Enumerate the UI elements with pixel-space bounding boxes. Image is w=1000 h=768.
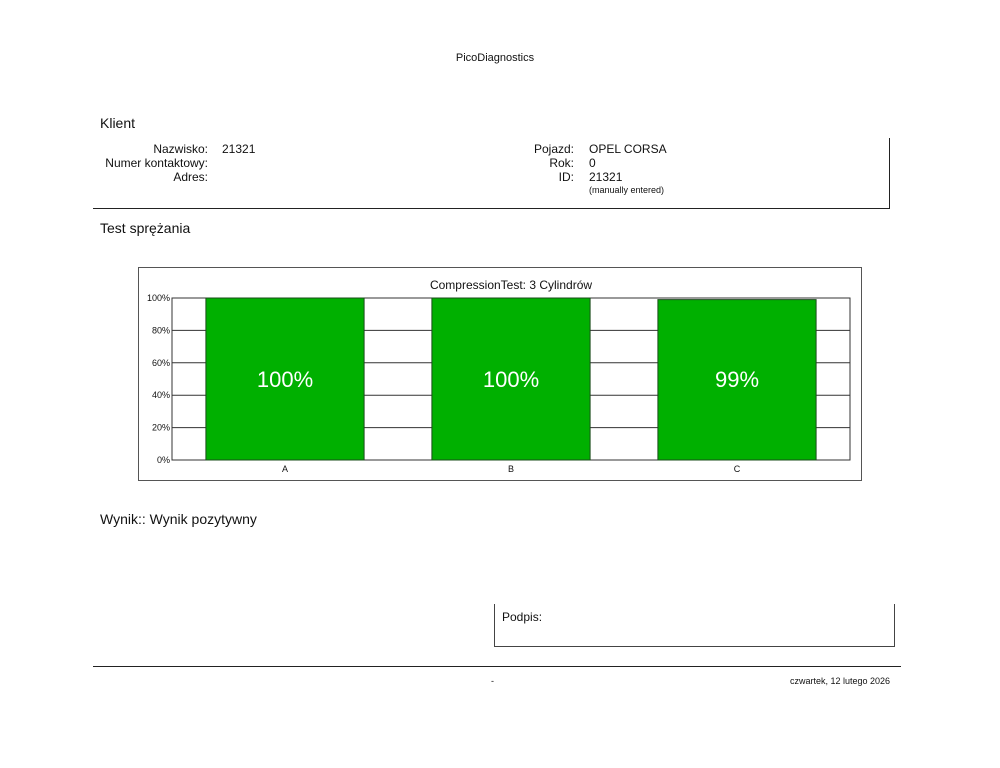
id-value: 21321 bbox=[589, 170, 623, 184]
y-tick-label: 100% bbox=[147, 293, 170, 303]
result-text: Wynik:: Wynik pozytywny bbox=[100, 511, 257, 527]
compression-chart: CompressionTest: 3 Cylindrów 0% 20% 40% 60% 8… bbox=[147, 278, 851, 474]
chart-title: CompressionTest: 3 Cylindrów bbox=[430, 278, 592, 292]
bar-value-label: 100% bbox=[257, 367, 313, 392]
chart-frame: CompressionTest: 3 Cylindrów 0% 20% 40% 60% 8… bbox=[138, 267, 862, 481]
bar bbox=[205, 297, 365, 461]
year-value: 0 bbox=[589, 156, 596, 170]
x-tick-label: A bbox=[282, 464, 288, 474]
x-tick-label: B bbox=[508, 464, 514, 474]
id-label: ID: bbox=[558, 170, 574, 184]
footer-date: czwartek, 12 lutego 2026 bbox=[790, 676, 891, 686]
bar-value-label: 99% bbox=[715, 367, 759, 392]
address-label: Adres: bbox=[173, 170, 208, 184]
test-section-title: Test sprężania bbox=[100, 220, 191, 236]
bar bbox=[431, 297, 591, 461]
year-label: Rok: bbox=[549, 156, 574, 170]
y-tick-label: 60% bbox=[152, 358, 170, 368]
y-tick-label: 0% bbox=[157, 455, 170, 465]
vehicle-value: OPEL CORSA bbox=[589, 142, 667, 156]
y-tick-label: 80% bbox=[152, 325, 170, 335]
contact-label: Numer kontaktowy: bbox=[105, 156, 208, 170]
x-tick-label: C bbox=[734, 464, 741, 474]
vehicle-label: Pojazd: bbox=[533, 142, 574, 156]
client-box bbox=[93, 138, 890, 209]
bar bbox=[657, 299, 817, 461]
surname-value: 21321 bbox=[222, 142, 256, 156]
signature-label: Podpis: bbox=[502, 610, 543, 624]
id-note: (manually entered) bbox=[589, 185, 665, 195]
y-tick-label: 20% bbox=[152, 423, 170, 433]
client-section-title: Klient bbox=[100, 115, 136, 131]
app-title: PicoDiagnostics bbox=[455, 52, 535, 64]
footer-center: - bbox=[491, 676, 494, 686]
y-tick-label: 40% bbox=[152, 390, 170, 400]
footer-divider bbox=[93, 666, 901, 667]
signature-box bbox=[494, 604, 895, 647]
surname-label: Nazwisko: bbox=[153, 142, 208, 156]
bar-value-label: 100% bbox=[483, 367, 539, 392]
